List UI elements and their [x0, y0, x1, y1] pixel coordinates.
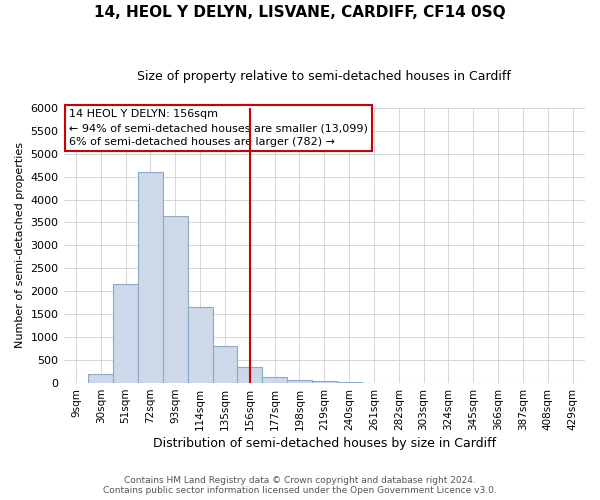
Bar	[212, 346, 238, 383]
Bar	[188, 308, 212, 383]
Bar	[337, 382, 362, 383]
Bar	[262, 377, 287, 383]
Bar	[138, 172, 163, 383]
Text: Contains HM Land Registry data © Crown copyright and database right 2024.
Contai: Contains HM Land Registry data © Crown c…	[103, 476, 497, 495]
Bar	[287, 380, 312, 383]
Bar	[163, 216, 188, 383]
Bar	[113, 284, 138, 383]
Text: 14 HEOL Y DELYN: 156sqm
← 94% of semi-detached houses are smaller (13,099)
6% of: 14 HEOL Y DELYN: 156sqm ← 94% of semi-de…	[69, 109, 368, 147]
Y-axis label: Number of semi-detached properties: Number of semi-detached properties	[15, 142, 25, 348]
Text: 14, HEOL Y DELYN, LISVANE, CARDIFF, CF14 0SQ: 14, HEOL Y DELYN, LISVANE, CARDIFF, CF14…	[94, 5, 506, 20]
Bar	[238, 367, 262, 383]
X-axis label: Distribution of semi-detached houses by size in Cardiff: Distribution of semi-detached houses by …	[153, 437, 496, 450]
Title: Size of property relative to semi-detached houses in Cardiff: Size of property relative to semi-detach…	[137, 70, 511, 83]
Bar	[88, 374, 113, 383]
Bar	[312, 382, 337, 383]
